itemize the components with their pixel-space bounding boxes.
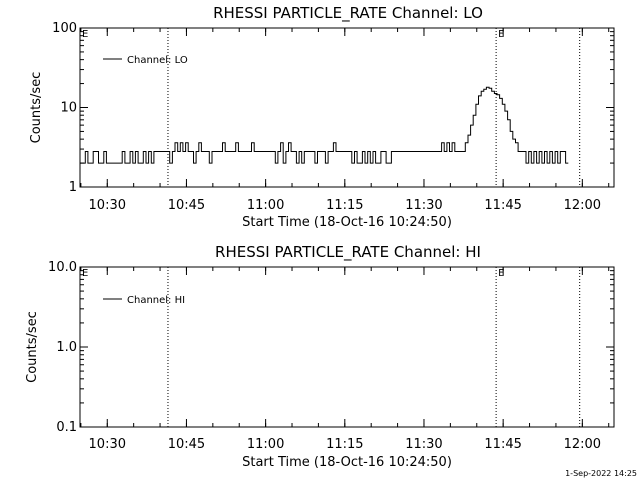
y-ticks-lo: 1 10 100 (52, 21, 614, 195)
x-axis-label-hi: Start Time (18-Oct-16 10:24:50) (242, 455, 452, 470)
footer-timestamp: 1-Sep-2022 14:25 (565, 469, 637, 478)
x-tick-label: 11:00 (247, 198, 284, 213)
y-tick-label: 10 (60, 101, 77, 116)
x-ticks-hi: 10:30 10:45 11:00 11:15 11:30 11:45 12:00 (80, 267, 610, 452)
x-tick-label: 11:15 (326, 437, 363, 452)
series-line-lo (80, 86, 569, 164)
y-tick-label: 10.0 (48, 260, 77, 275)
marker-label: E (82, 268, 88, 279)
plot-frame-hi (79, 266, 615, 428)
chart-title-lo: RHESSI PARTICLE_RATE Channel: LO (213, 4, 483, 23)
x-tick-label: 11:30 (405, 437, 442, 452)
legend-label-lo: Channel: LO (127, 55, 188, 66)
y-ticks-hi: 0.1 1.0 10.0 (48, 260, 614, 435)
panel-lo: RHESSI PARTICLE_RATE Channel: LO Counts/… (29, 4, 615, 230)
x-tick-label: 10:30 (89, 198, 126, 213)
x-tick-label: 10:45 (168, 198, 205, 213)
marker-label: E (498, 268, 504, 279)
x-tick-label: 12:00 (564, 198, 601, 213)
x-tick-label: 11:45 (484, 437, 521, 452)
y-tick-label: 1 (69, 180, 77, 195)
x-tick-label: 10:30 (89, 437, 126, 452)
y-tick-label: 100 (52, 21, 77, 36)
x-tick-label: 11:00 (247, 437, 284, 452)
y-axis-label-hi: Counts/sec (25, 311, 40, 383)
panel-hi: RHESSI PARTICLE_RATE Channel: HI Counts/… (25, 243, 615, 470)
x-axis-label-lo: Start Time (18-Oct-16 10:24:50) (242, 215, 452, 230)
marker-label: E (82, 29, 88, 40)
x-tick-label: 11:45 (484, 198, 521, 213)
chart-title-hi: RHESSI PARTICLE_RATE Channel: HI (215, 243, 481, 262)
y-tick-label: 0.1 (56, 420, 77, 435)
x-tick-label: 11:30 (405, 198, 442, 213)
x-tick-label: 12:00 (564, 437, 601, 452)
x-tick-label: 11:15 (326, 198, 363, 213)
x-ticks-lo: 10:30 10:45 11:00 11:15 11:30 11:45 12:00 (80, 28, 610, 213)
legend-label-hi: Channel: HI (127, 295, 185, 306)
y-tick-label: 1.0 (56, 340, 77, 355)
marker-label: E (498, 29, 504, 40)
x-tick-label: 10:45 (168, 437, 205, 452)
y-axis-label-lo: Counts/sec (29, 72, 44, 144)
